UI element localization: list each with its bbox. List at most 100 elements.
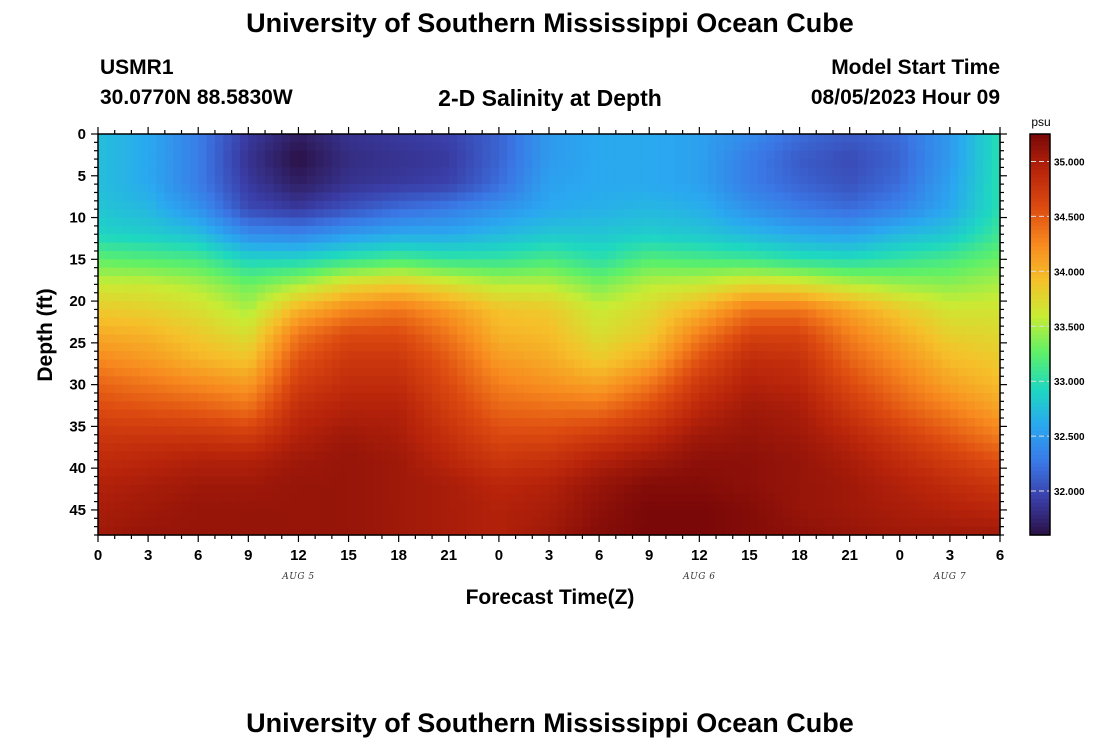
heatmap-cell (465, 292, 475, 302)
heatmap-cell (657, 484, 667, 494)
heatmap-cell (373, 384, 383, 394)
heatmap-cell (924, 184, 934, 194)
heatmap-cell (866, 384, 876, 394)
heatmap-cell (315, 250, 325, 260)
heatmap-cell (941, 209, 951, 219)
heatmap-cell (824, 317, 834, 327)
heatmap-cell (390, 384, 400, 394)
heatmap-cell (916, 409, 926, 419)
heatmap-cell (273, 342, 283, 352)
heatmap-cell (156, 359, 166, 369)
heatmap-cell (457, 434, 467, 444)
heatmap-cell (239, 334, 249, 344)
heatmap-cell (858, 167, 867, 177)
heatmap-cell (674, 468, 684, 478)
heatmap-cell (966, 476, 976, 486)
heatmap-cell (699, 418, 709, 427)
heatmap-cell (473, 476, 483, 486)
heatmap-cell (791, 284, 801, 294)
heatmap-cell (757, 351, 767, 361)
heatmap-cell (557, 242, 567, 252)
heatmap-cell (908, 434, 918, 444)
heatmap-cell (983, 242, 993, 252)
heatmap-cell (557, 192, 567, 202)
heatmap-cell (273, 426, 283, 436)
heatmap-cell (398, 484, 408, 494)
heatmap-cell (206, 451, 216, 461)
heatmap-cell (983, 217, 993, 227)
heatmap-cell (983, 451, 993, 461)
heatmap-cell (239, 184, 249, 194)
heatmap-cell (649, 301, 659, 311)
heatmap-cell (365, 276, 375, 285)
heatmap-cell (223, 459, 233, 469)
heatmap-cell (331, 509, 341, 519)
heatmap-cell (924, 476, 934, 486)
heatmap-cell (273, 150, 283, 160)
heatmap-cell (98, 359, 107, 369)
heatmap-cell (632, 426, 642, 436)
heatmap-cell (791, 267, 801, 277)
heatmap-cell (131, 259, 141, 269)
heatmap-cell (331, 326, 341, 336)
heatmap-cell (290, 509, 300, 519)
heatmap-cell (849, 184, 859, 194)
heatmap-cell (381, 317, 391, 327)
heatmap-cell (816, 401, 826, 411)
heatmap-cell (398, 359, 408, 369)
heatmap-cell (273, 317, 283, 327)
heatmap-cell (590, 418, 600, 427)
heatmap-cell (498, 476, 508, 486)
heatmap-cell (799, 192, 809, 202)
heatmap-cell (615, 392, 625, 402)
heatmap-cell (407, 384, 416, 394)
heatmap-cell (381, 250, 391, 260)
heatmap-cell (482, 509, 492, 519)
heatmap-cell (373, 309, 383, 319)
heatmap-cell (807, 493, 817, 503)
heatmap-cell (239, 459, 249, 469)
heatmap-cell (306, 351, 316, 361)
heatmap-cell (924, 401, 934, 411)
heatmap-cell (214, 134, 224, 143)
heatmap-cell (181, 150, 191, 160)
heatmap-cell (540, 192, 550, 202)
heatmap-cell (214, 259, 224, 269)
heatmap-cell (565, 443, 575, 453)
heatmap-cell (799, 200, 809, 210)
heatmap-cell (231, 200, 241, 210)
heatmap-cell (498, 493, 508, 503)
heatmap-cell (807, 367, 817, 377)
heatmap-cell (173, 192, 183, 202)
heatmap-cell (757, 150, 767, 160)
heatmap-cell (390, 217, 400, 227)
heatmap-cell (933, 292, 943, 302)
heatmap-cell (173, 259, 183, 269)
heatmap-cell (615, 401, 625, 411)
heatmap-cell (515, 367, 525, 377)
heatmap-cell (640, 392, 650, 402)
heatmap-cell (457, 334, 467, 344)
heatmap-cell (799, 443, 809, 453)
heatmap-cell (206, 392, 216, 402)
heatmap-cell (732, 334, 742, 344)
heatmap-cell (465, 225, 475, 235)
heatmap-cell (507, 242, 517, 252)
heatmap-cell (306, 200, 316, 210)
heatmap-cell (924, 384, 934, 394)
heatmap-cell (966, 484, 976, 494)
heatmap-cell (473, 367, 483, 377)
heatmap-cell (390, 493, 400, 503)
heatmap-cell (356, 459, 366, 469)
heatmap-cell (214, 175, 224, 185)
heatmap-cell (858, 484, 867, 494)
heatmap-cell (331, 468, 341, 478)
heatmap-cell (899, 317, 909, 327)
heatmap-cell (290, 142, 300, 152)
heatmap-cell (532, 484, 542, 494)
heatmap-cell (557, 484, 567, 494)
heatmap-cell (423, 317, 433, 327)
heatmap-cell (365, 200, 375, 210)
heatmap-cell (348, 276, 358, 285)
heatmap-cell (690, 150, 700, 160)
